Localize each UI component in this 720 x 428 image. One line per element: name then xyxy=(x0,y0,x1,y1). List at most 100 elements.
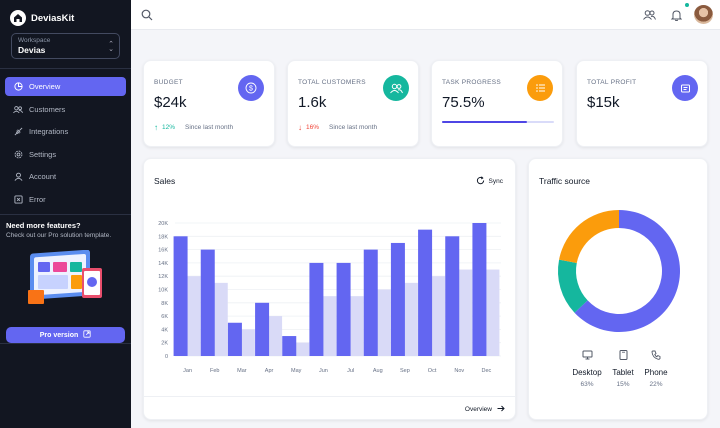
bar-series-2[interactable] xyxy=(186,276,201,356)
sidebar-divider xyxy=(0,343,131,344)
sync-button[interactable]: Sync xyxy=(476,176,503,187)
promo-illustration xyxy=(28,250,102,304)
legend-percent: 22% xyxy=(649,381,663,388)
bar-series-1[interactable] xyxy=(309,262,324,356)
budget-card: BUDGET $24k $ ↑ 12% Since last month xyxy=(143,60,275,147)
donut-slice-desktop[interactable] xyxy=(574,210,680,332)
bar-series-1[interactable] xyxy=(390,242,405,356)
trend-value: 12% xyxy=(162,124,176,131)
bar-series-1[interactable] xyxy=(227,322,242,356)
users-icon xyxy=(13,104,23,114)
task-progress-card: TASK PROGRESS 75.5% xyxy=(431,60,563,147)
kpi-trend: ↓ 16% Since last month xyxy=(298,123,377,132)
external-link-icon xyxy=(83,330,91,340)
x-tick-label: Aug xyxy=(373,368,383,374)
bar-series-2[interactable] xyxy=(485,269,500,356)
y-tick-label: 20K xyxy=(158,221,168,227)
sidebar-item-error[interactable]: Error xyxy=(5,190,126,209)
sidebar-item-label: Integrations xyxy=(29,127,69,136)
workspace-selector[interactable]: Workspace Devias ⌃ ⌄ xyxy=(11,33,120,59)
tablet-icon xyxy=(619,347,628,364)
phone-icon xyxy=(651,347,661,364)
traffic-donut-chart xyxy=(558,210,680,332)
traffic-title: Traffic source xyxy=(539,176,591,186)
contacts-icon[interactable] xyxy=(643,8,656,26)
bar-series-1[interactable] xyxy=(418,229,433,356)
x-tick-label: Jan xyxy=(183,368,192,374)
trend-value: 16% xyxy=(306,124,320,131)
arrow-down-icon: ↓ xyxy=(298,123,302,132)
donut-slice-phone[interactable] xyxy=(559,210,619,263)
bar-series-2[interactable] xyxy=(349,296,364,356)
total-profit-card: TOTAL PROFIT $15k xyxy=(576,60,708,147)
bar-series-2[interactable] xyxy=(376,289,391,357)
sidebar-nav: Overview Customers Integrations Settings xyxy=(5,77,126,212)
sidebar-item-label: Overview xyxy=(29,82,61,91)
brand-logo-icon xyxy=(10,10,26,26)
sidebar-item-label: Customers xyxy=(29,104,66,114)
y-tick-label: 16K xyxy=(158,248,168,254)
search-icon[interactable] xyxy=(141,8,153,26)
pro-version-label: Pro version xyxy=(39,331,79,339)
legend-tablet: Tablet 15% xyxy=(603,347,643,388)
legend-label: Phone xyxy=(644,368,668,377)
workspace-value: Devias xyxy=(18,45,46,55)
x-square-icon xyxy=(13,194,23,204)
bar-series-2[interactable] xyxy=(240,329,255,356)
y-tick-label: 18K xyxy=(158,234,168,240)
bar-series-2[interactable] xyxy=(458,269,473,356)
currency-dollar-icon: $ xyxy=(238,75,264,101)
bar-series-2[interactable] xyxy=(213,282,228,356)
notification-badge xyxy=(685,3,689,7)
legend-percent: 15% xyxy=(616,381,630,388)
overview-link[interactable]: Overview xyxy=(465,405,505,414)
bar-series-2[interactable] xyxy=(403,282,418,356)
bar-series-1[interactable] xyxy=(282,336,297,356)
pro-version-button[interactable]: Pro version xyxy=(6,327,125,343)
svg-text:$: $ xyxy=(249,86,253,93)
sidebar-item-integrations[interactable]: Integrations xyxy=(5,122,126,141)
bar-series-1[interactable] xyxy=(445,236,460,356)
sidebar-item-account[interactable]: Account xyxy=(5,167,126,186)
kpi-value: 75.5% xyxy=(442,94,485,111)
sidebar-item-label: Settings xyxy=(29,149,57,159)
sidebar-item-label: Account xyxy=(29,172,57,181)
bar-series-2[interactable] xyxy=(268,316,283,356)
sidebar-item-overview[interactable]: Overview xyxy=(5,77,126,96)
arrow-up-icon: ↑ xyxy=(154,123,158,132)
bar-series-1[interactable] xyxy=(363,249,378,356)
kpi-value: 1.6k xyxy=(298,94,327,111)
arrow-right-icon xyxy=(497,405,505,414)
y-tick-label: 0 xyxy=(165,354,168,360)
x-tick-label: Nov xyxy=(454,368,464,374)
sync-label: Sync xyxy=(488,178,503,185)
x-tick-label: Feb xyxy=(210,368,219,374)
sidebar-item-label: Error xyxy=(29,194,46,204)
brand[interactable]: DeviasKit xyxy=(10,10,74,26)
bar-series-2[interactable] xyxy=(295,342,310,356)
task-progress-fill xyxy=(442,121,527,123)
x-tick-label: Oct xyxy=(428,368,437,374)
kpi-label: TASK PROGRESS xyxy=(442,79,502,86)
bar-series-1[interactable] xyxy=(255,302,270,356)
bell-icon[interactable] xyxy=(670,8,683,26)
bar-series-2[interactable] xyxy=(431,276,446,356)
task-progress-bar xyxy=(442,121,554,123)
bar-series-2[interactable] xyxy=(322,296,337,356)
x-tick-label: Jun xyxy=(319,368,328,374)
promo-title: Need more features? xyxy=(6,221,81,230)
sidebar-divider xyxy=(0,68,131,69)
bar-series-1[interactable] xyxy=(173,236,188,356)
trend-since: Since last month xyxy=(329,124,378,131)
bar-series-1[interactable] xyxy=(336,262,351,356)
donut-slice-tablet[interactable] xyxy=(558,259,588,313)
bar-series-1[interactable] xyxy=(472,223,487,356)
sidebar-item-customers[interactable]: Customers xyxy=(5,100,126,119)
avatar[interactable] xyxy=(694,5,713,24)
chart-pie-icon xyxy=(13,82,23,92)
sidebar-item-settings[interactable]: Settings xyxy=(5,145,126,164)
chevron-up-down-icon: ⌃ ⌄ xyxy=(108,41,114,53)
bar-series-1[interactable] xyxy=(200,249,215,356)
receipt-icon xyxy=(672,75,698,101)
